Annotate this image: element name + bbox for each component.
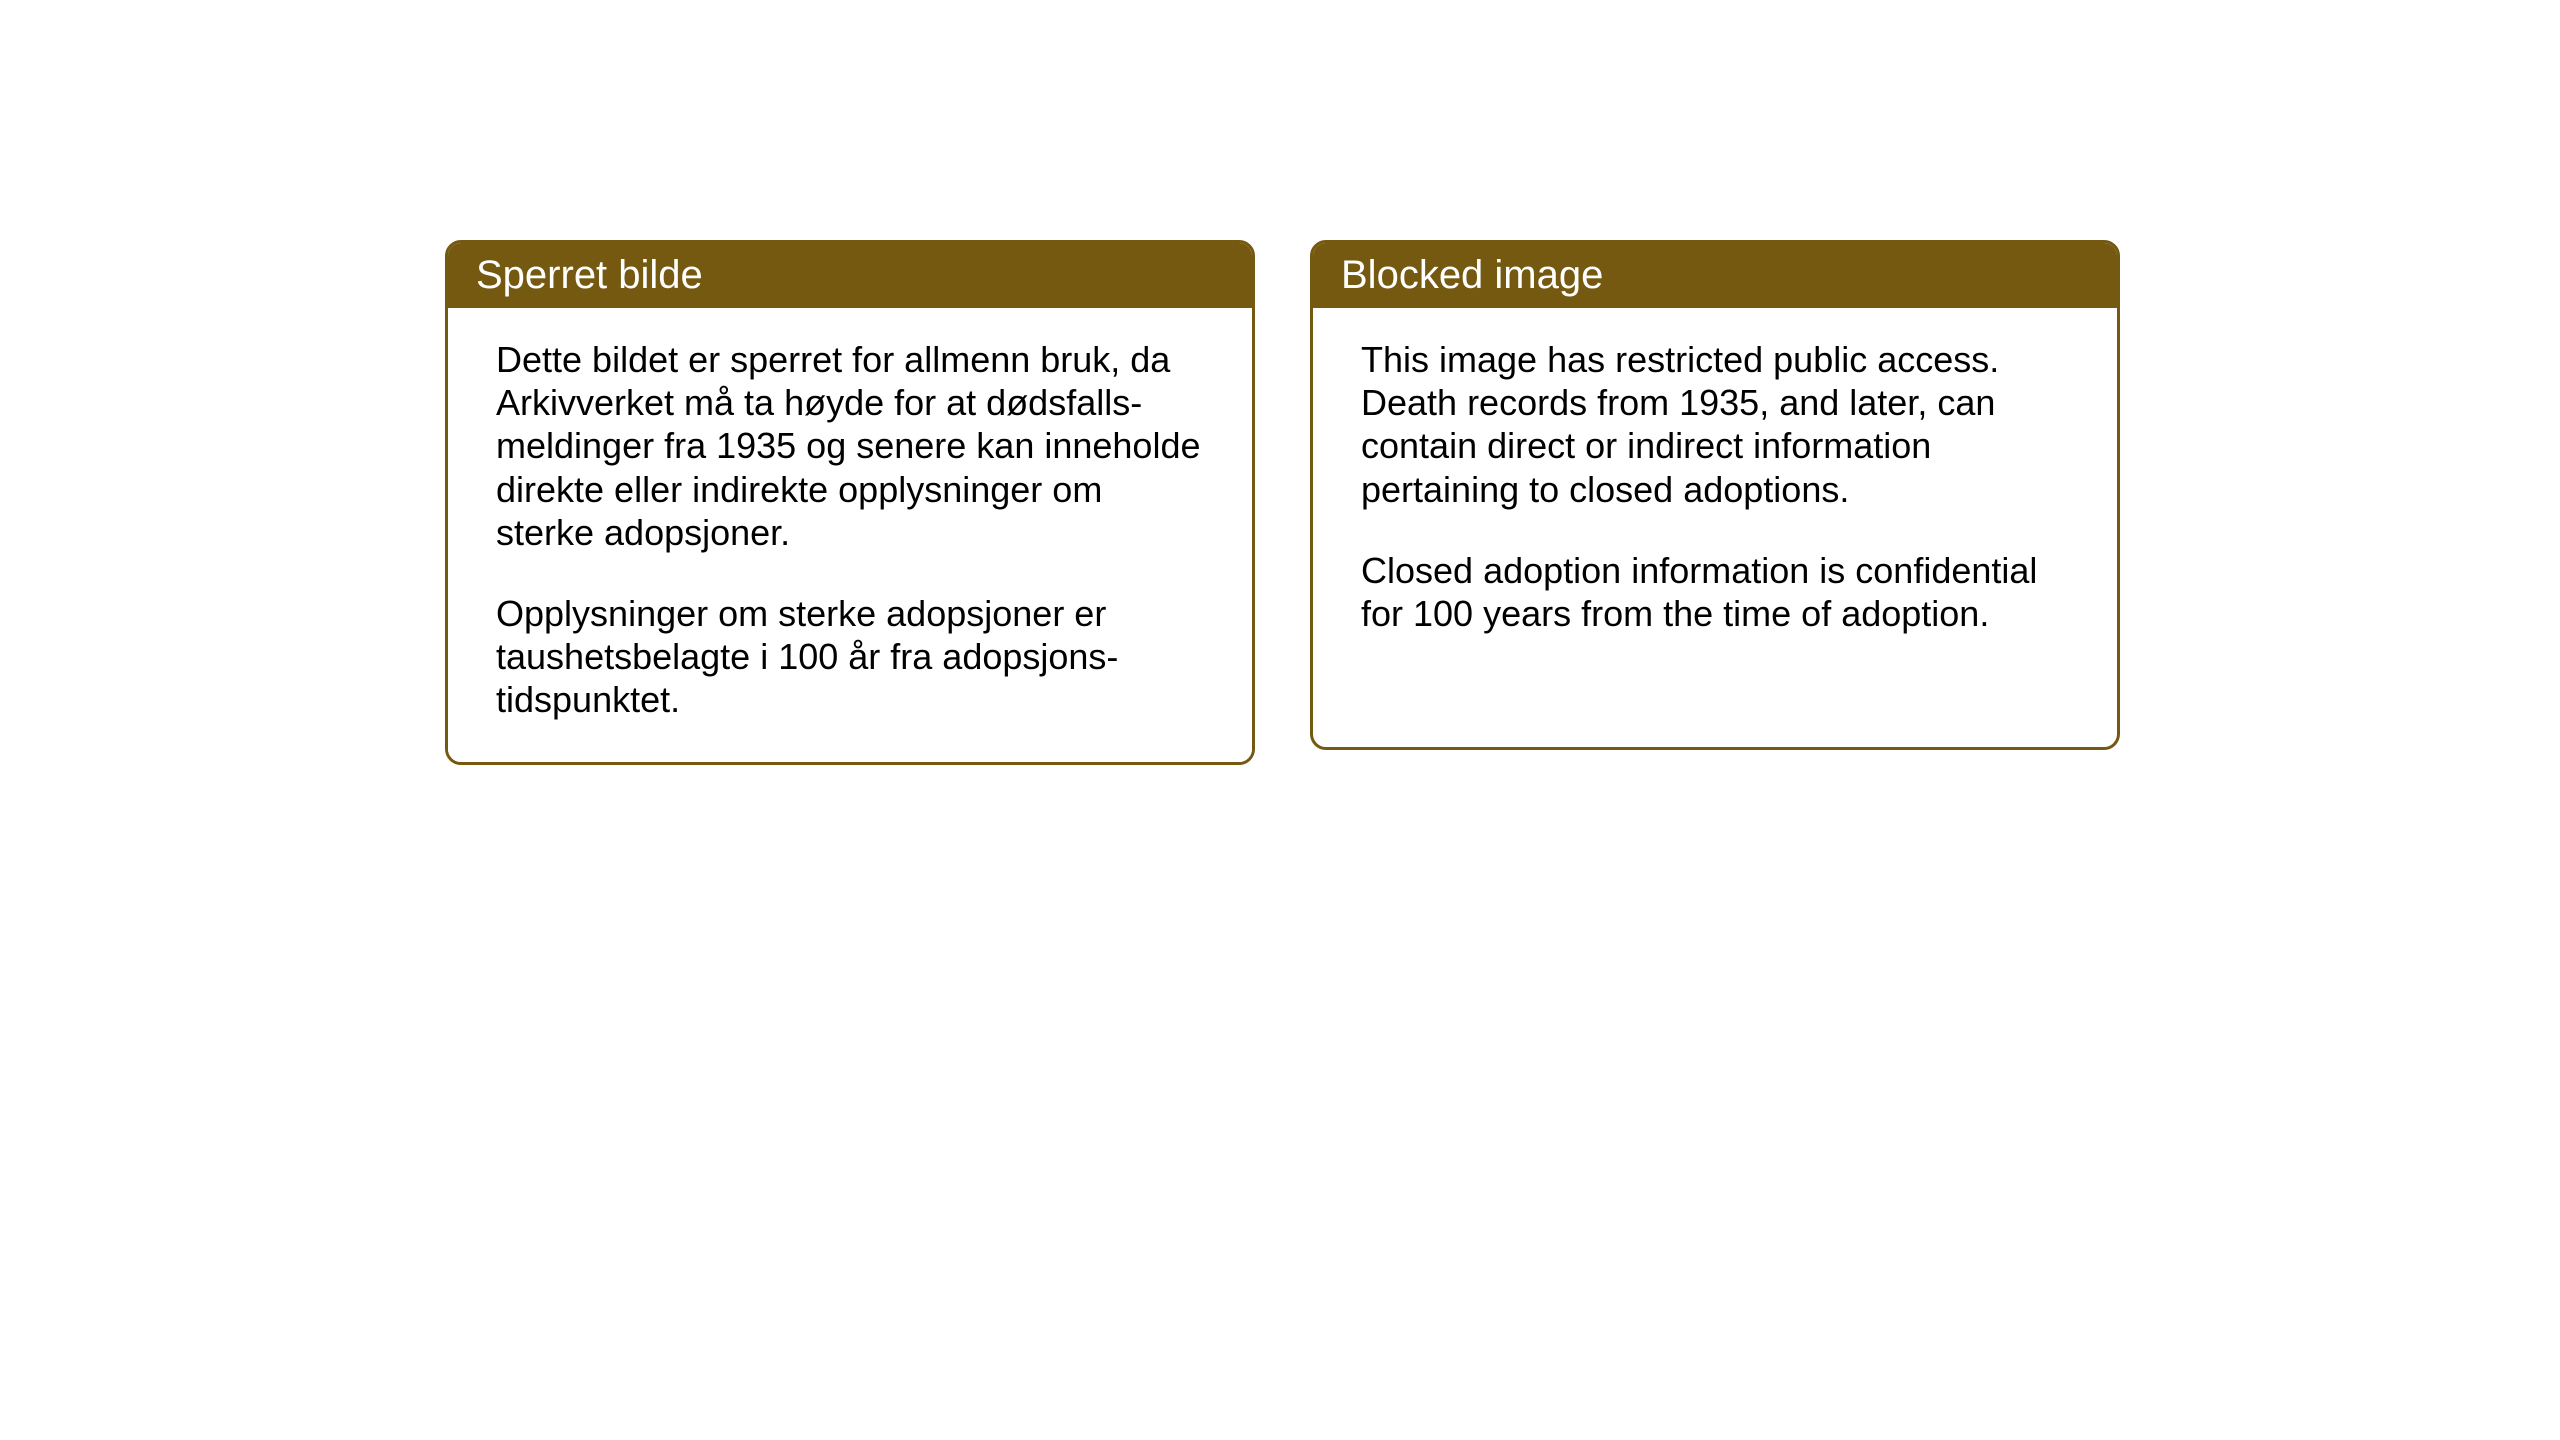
english-notice-body: This image has restricted public access.… [1313, 308, 2117, 675]
norwegian-notice-box: Sperret bilde Dette bildet er sperret fo… [445, 240, 1255, 765]
norwegian-notice-title: Sperret bilde [448, 243, 1252, 308]
norwegian-paragraph-2: Opplysninger om sterke adopsjoner er tau… [496, 592, 1204, 722]
english-paragraph-1: This image has restricted public access.… [1361, 338, 2069, 511]
english-notice-title: Blocked image [1313, 243, 2117, 308]
english-paragraph-2: Closed adoption information is confident… [1361, 549, 2069, 635]
notice-container: Sperret bilde Dette bildet er sperret fo… [445, 240, 2120, 765]
english-notice-box: Blocked image This image has restricted … [1310, 240, 2120, 750]
norwegian-notice-body: Dette bildet er sperret for allmenn bruk… [448, 308, 1252, 762]
norwegian-paragraph-1: Dette bildet er sperret for allmenn bruk… [496, 338, 1204, 554]
